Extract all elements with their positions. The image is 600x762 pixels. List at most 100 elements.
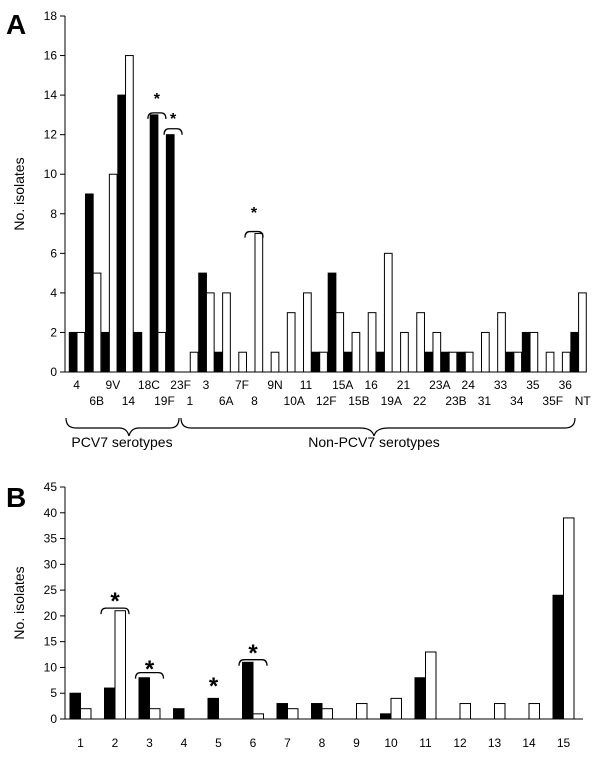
- bar-b-2-s1: [104, 687, 116, 720]
- bar-b-13-s2: [494, 703, 506, 720]
- sig-a-19f-bracket: [147, 112, 167, 119]
- bar-b-9-s2: [356, 703, 368, 720]
- x-tick-label: 22: [413, 394, 427, 408]
- bar-a-23B-s1: [440, 351, 450, 373]
- y-tick-label: 0: [50, 712, 57, 726]
- bar-a-19F-s2: [157, 331, 167, 373]
- sig-a-19f-star: *: [154, 91, 161, 108]
- bar-b-4-s1: [173, 708, 185, 720]
- x-tick-label: 23A: [429, 378, 450, 392]
- bar-a-11-s2: [303, 292, 312, 373]
- bar-a-34-s1: [505, 351, 515, 373]
- bar-a-24-s2: [464, 351, 474, 373]
- x-tick-label: 15B: [348, 394, 369, 408]
- bar-a-16-s2: [367, 312, 377, 373]
- bar-b-11-s1: [414, 677, 426, 720]
- x-tick-label: 19F: [154, 394, 175, 408]
- sig-b-5-star: *: [209, 673, 219, 700]
- bar-a-19A-s2: [383, 252, 393, 373]
- bar-b-12-s2: [459, 703, 471, 720]
- bar-a-21-s2: [400, 331, 409, 373]
- bar-a-14-s2: [125, 55, 134, 373]
- y-tick-label: 45: [44, 480, 58, 494]
- sig-a-23f-star: *: [170, 111, 177, 128]
- y-tick-label: 35: [44, 532, 58, 546]
- x-tick-label: 6B: [89, 394, 104, 408]
- x-tick-label: 34: [510, 394, 524, 408]
- y-tick-label: 14: [44, 88, 58, 102]
- bar-b-5-s1: [207, 697, 219, 720]
- x-tick-label: 3: [146, 736, 153, 750]
- x-tick-label: 5: [215, 736, 222, 750]
- bar-a-35-s1: [521, 331, 531, 373]
- bar-a-24-s1: [457, 351, 466, 373]
- x-tick-label: 11: [419, 736, 432, 750]
- bar-a-19A-s1: [376, 351, 385, 373]
- bar-a-33-s2: [497, 312, 506, 373]
- x-tick-label: 7F: [235, 378, 249, 392]
- x-tick-label: 9: [353, 736, 360, 750]
- sig-b-2-star: *: [110, 588, 120, 615]
- x-tick-label: 13: [488, 736, 502, 750]
- bar-a-35-s2: [529, 331, 539, 373]
- non-pcv7-brace: [180, 417, 576, 437]
- sig-a-23f-bracket: [163, 128, 183, 135]
- bar-a-NT-s1: [570, 331, 580, 373]
- bar-b-3-s1: [138, 677, 150, 720]
- bar-b-7-s1: [276, 703, 288, 720]
- bar-a-10A-s2: [286, 312, 296, 373]
- bar-b-7-s2: [287, 708, 299, 720]
- bar-a-31-s2: [481, 331, 490, 373]
- sig-b-6-bracket: [238, 659, 268, 666]
- x-tick-label: 8: [319, 736, 326, 750]
- x-tick-label: 10: [384, 736, 398, 750]
- bar-a-34-s2: [513, 351, 523, 373]
- x-tick-label: 1: [77, 736, 84, 750]
- y-axis-label: No. isolates: [11, 157, 27, 230]
- sig-b-3-star: *: [145, 656, 155, 683]
- x-tick-label: 3: [203, 378, 210, 392]
- y-tick-label: 15: [44, 635, 58, 649]
- bar-b-6-s2: [252, 713, 264, 720]
- group-label-non-pcv7: Non-PCV7 serotypes: [308, 434, 440, 450]
- x-tick-label: 33: [494, 378, 508, 392]
- bar-a-23A-s2: [432, 331, 442, 373]
- y-tick-label: 0: [50, 365, 57, 379]
- y-tick-label: 5: [50, 686, 57, 700]
- bar-a-6B-s1: [84, 193, 94, 373]
- bar-b-8-s1: [311, 703, 323, 720]
- y-tick-label: 2: [50, 325, 57, 339]
- bar-a-14-s1: [117, 94, 127, 373]
- y-tick-label: 18: [44, 9, 58, 23]
- x-tick-label: 1: [186, 394, 193, 408]
- sig-b-3-bracket: [134, 671, 165, 679]
- x-tick-label: 10A: [284, 394, 305, 408]
- bar-a-18C-s1: [133, 331, 143, 373]
- x-tick-label: 14: [122, 394, 136, 408]
- bar-b-14-s2: [528, 703, 540, 720]
- bar-b-6-s1: [242, 661, 254, 720]
- bar-a-23A-s1: [424, 351, 434, 373]
- panel-letter: A: [6, 9, 26, 40]
- x-tick-label: 14: [522, 736, 536, 750]
- x-tick-label: 4: [181, 736, 188, 750]
- x-tick-label: 16: [364, 378, 378, 392]
- x-tick-label: 9N: [267, 378, 282, 392]
- bar-b-10-s1: [380, 713, 392, 720]
- bar-a-1-s2: [189, 351, 199, 373]
- bar-b-15-s1: [552, 594, 564, 720]
- bar-a-3-s2: [205, 292, 215, 373]
- y-tick-label: 16: [44, 49, 58, 63]
- x-tick-label: 4: [73, 378, 80, 392]
- y-tick-label: 4: [50, 286, 57, 300]
- bar-a-6A-s1: [214, 351, 224, 373]
- bar-a-NT-s2: [578, 292, 587, 373]
- bar-a-15A-s2: [335, 312, 345, 373]
- bar-a-36-s2: [561, 351, 571, 373]
- sig-b-6-star: *: [248, 640, 258, 667]
- bar-a-23F-s1: [165, 134, 175, 373]
- x-tick-label: 36: [559, 378, 573, 392]
